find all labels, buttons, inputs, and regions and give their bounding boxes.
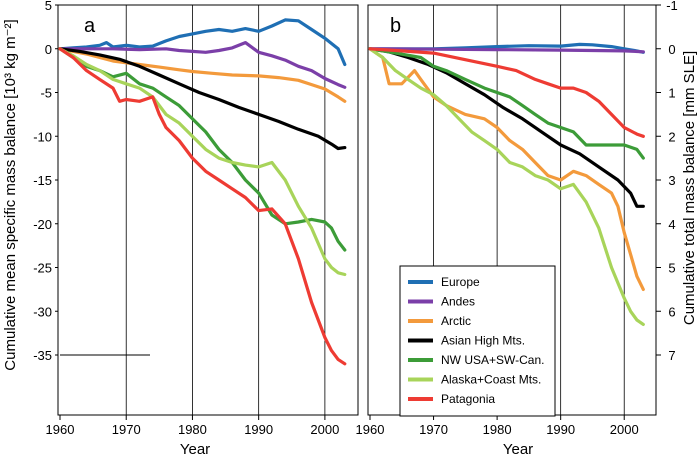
series-b-nw-usa-sw-can (368, 47, 645, 160)
x-tick-label-a-1960: 1960 (46, 422, 75, 437)
series-b-alaska-coast-mts (368, 47, 645, 326)
x-axis-title-a: Year (180, 441, 210, 458)
y-tick-label-right-3: 3 (668, 173, 675, 188)
y-axis-title-left: Cumulative mean specific mass balance [1… (2, 19, 19, 370)
panel-a-series (58, 18, 347, 366)
legend-label-nw-usa-sw-can: NW USA+SW-Can. (441, 353, 544, 367)
legend-label-andes: Andes (441, 295, 475, 309)
x-tick-label-b-1980: 1980 (483, 422, 512, 437)
series-a-europe (58, 18, 347, 67)
series-a-alaska-coast-mts (58, 47, 347, 277)
y-tick-label-left--30: -30 (33, 304, 52, 319)
series-a-andes (58, 40, 347, 89)
x-axis-title-b: Year (503, 441, 533, 458)
panel-b-label: b (390, 15, 401, 37)
y-tick-label-left--25: -25 (33, 261, 52, 276)
y-tick-label-right-6: 6 (668, 304, 675, 319)
x-tick-label-b-1990: 1990 (546, 422, 575, 437)
y-tick-label-left--20: -20 (33, 217, 52, 232)
y-tick-label-right-0: 0 (668, 42, 675, 57)
y-tick-label-right-2: 2 (668, 129, 675, 144)
legend: Europe Andes Arctic Asian High Mts. NW USA+S… (399, 265, 556, 417)
series-b-patagonia (368, 47, 645, 138)
y-tick-label-right--1: -1 (666, 0, 678, 13)
y-tick-label-left-0: 0 (45, 42, 52, 57)
legend-label-arctic: Arctic (441, 314, 471, 328)
y-tick-label-left--5: -5 (40, 86, 52, 101)
series-a-nw-usa-sw-can (58, 47, 347, 252)
panel-a-label: a (84, 15, 96, 37)
series-a-asian-high-mts (58, 47, 347, 151)
axis-ticks: 1960 1970 1980 1990 2000 1960 1970 1980 1990 2000… (33, 0, 678, 437)
x-tick-label-a-2000: 2000 (310, 422, 339, 437)
series-a-arctic (58, 47, 347, 103)
x-tick-label-a-1990: 1990 (244, 422, 273, 437)
y-tick-label-left--35: -35 (33, 348, 52, 363)
legend-label-alaska-coast-mts: Alaska+Coast Mts. (441, 373, 541, 387)
series-b-asian-high-mts (368, 47, 645, 208)
y-tick-label-left-5: 5 (45, 0, 52, 13)
x-tick-label-b-2000: 2000 (610, 422, 639, 437)
y-axis-title-right: Cumulative total mass balance [mm SLE] (681, 51, 698, 325)
y-tick-label-left--10: -10 (33, 129, 52, 144)
y-tick-label-right-4: 4 (668, 217, 675, 232)
y-tick-label-left--15: -15 (33, 173, 52, 188)
y-tick-label-right-1: 1 (668, 86, 675, 101)
x-tick-label-b-1960: 1960 (356, 422, 385, 437)
legend-label-asian-high-mts: Asian High Mts. (441, 334, 525, 348)
y-tick-label-right-5: 5 (668, 261, 675, 276)
legend-label-europe: Europe (441, 275, 480, 289)
x-tick-label-b-1970: 1970 (419, 422, 448, 437)
series-b-arctic (368, 47, 645, 291)
y-tick-label-right-7: 7 (668, 348, 675, 363)
legend-label-patagonia: Patagonia (441, 392, 495, 406)
panel-b-series (368, 42, 645, 326)
x-tick-label-a-1980: 1980 (178, 422, 207, 437)
series-a-patagonia (58, 47, 347, 366)
panel-a-frame (57, 4, 359, 416)
x-tick-label-a-1970: 1970 (112, 422, 141, 437)
series-b-andes (368, 47, 645, 54)
